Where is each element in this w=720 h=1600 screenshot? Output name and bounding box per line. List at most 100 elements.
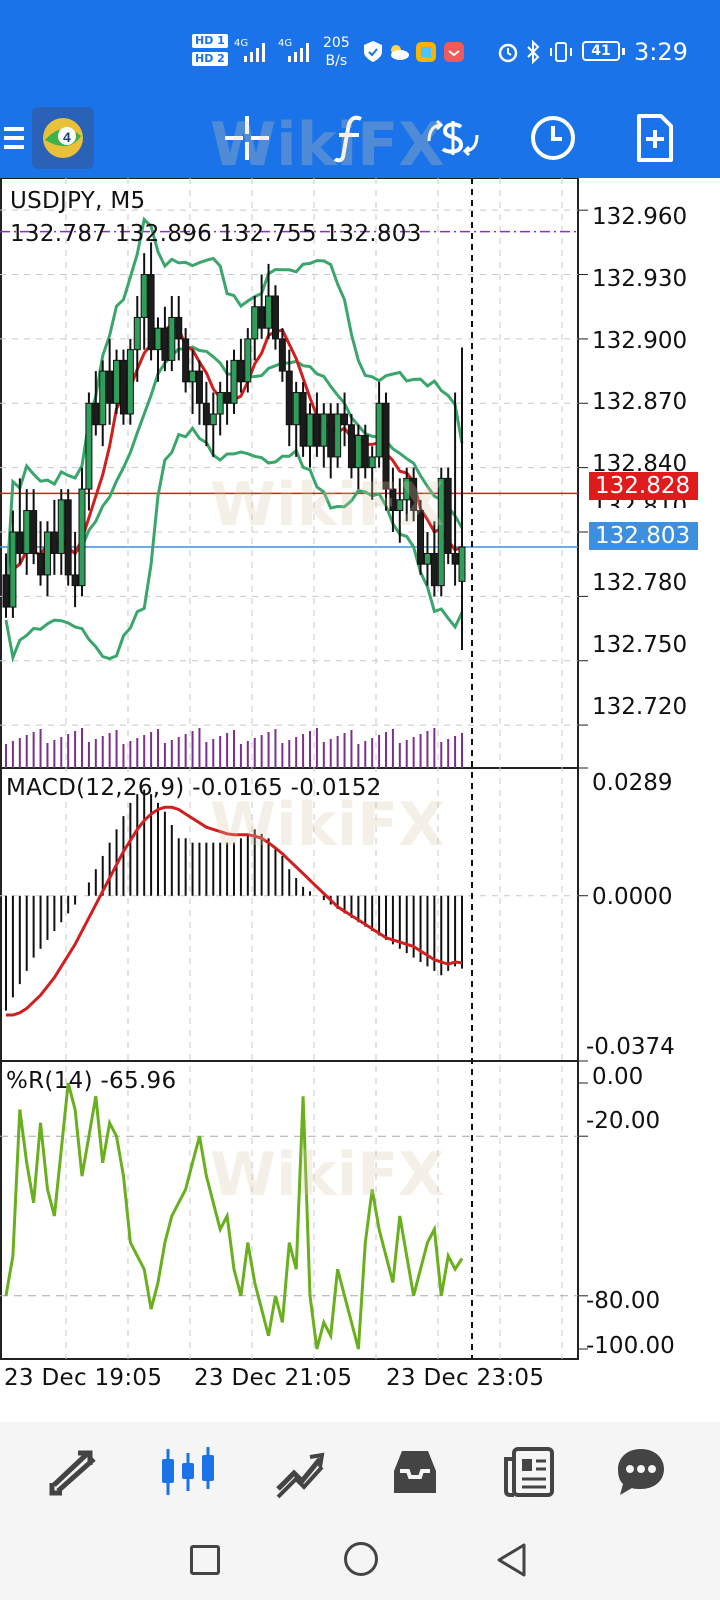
sim-indicators: HD 1 HD 2 [192, 34, 228, 66]
candle-body [189, 370, 197, 383]
app-notification-icon [416, 42, 436, 62]
back-icon[interactable] [494, 1542, 528, 1578]
candle-body [16, 531, 24, 554]
wpr-axis-label: 0.00 [592, 1064, 644, 1090]
ohlc-label: 132.787 132.896 132.755 132.803 [10, 221, 422, 247]
app-notification-icon [444, 42, 464, 62]
candle-body [154, 327, 162, 351]
ask-price-tag: 132.803 [589, 522, 698, 550]
candle-body [71, 574, 79, 587]
vibrate-icon [550, 42, 572, 62]
menu-icon[interactable] [0, 105, 30, 171]
chart-area[interactable]: USDJPY, M5 132.787 132.896 132.755 132.8… [0, 178, 720, 1398]
app-logo-icon[interactable]: 4 [30, 105, 96, 171]
trade-icon[interactable] [420, 105, 486, 171]
candle-body [64, 499, 72, 576]
candle-body [430, 552, 438, 587]
candle-body [320, 413, 328, 447]
wpr-axis-label: -20.00 [586, 1108, 661, 1134]
macd-signal-line [6, 805, 463, 1017]
candle-body [265, 295, 273, 329]
shield-icon [364, 41, 382, 62]
candle-body [113, 359, 121, 404]
candle-body [382, 402, 390, 490]
time-axis-label: 23 Dec 19:05 [4, 1365, 163, 1391]
macd-axis-label: 0.0289 [592, 770, 673, 796]
candle-body [126, 349, 134, 415]
candle-body [202, 402, 210, 426]
candle-body [43, 531, 51, 576]
bottom-navigation [0, 1422, 720, 1522]
bollinger-upper [4, 216, 464, 595]
candle-body [417, 510, 425, 565]
wpr-line [4, 1082, 464, 1350]
home-icon[interactable] [344, 1542, 378, 1576]
candle-body [403, 477, 411, 501]
time-axis-label: 23 Dec 21:05 [194, 1365, 353, 1391]
candle-body [354, 434, 362, 469]
candle-body [396, 499, 404, 512]
svg-text:4: 4 [63, 129, 71, 145]
alarm-icon [498, 43, 518, 63]
candle-body [423, 552, 431, 565]
chart-icon[interactable] [153, 1440, 223, 1504]
clock-icon[interactable] [520, 105, 586, 171]
macd-axis-label: 0.0000 [592, 884, 673, 910]
candle-body [85, 402, 93, 490]
function-icon[interactable] [318, 105, 384, 171]
wpr-label: %R(14) -65.96 [6, 1068, 177, 1094]
candle-body [410, 477, 418, 512]
candle-body [209, 413, 217, 426]
candle-body [458, 546, 466, 582]
candle-body [223, 392, 231, 404]
candle-body [313, 413, 321, 447]
candle-body [347, 424, 355, 469]
price-axis-label: 132.900 [592, 328, 688, 354]
candle-body [119, 359, 127, 415]
candle-body [258, 306, 266, 329]
candle-body [2, 574, 10, 608]
candle-body [175, 316, 183, 340]
price-axis-label: 132.930 [592, 266, 688, 292]
candle-body [237, 359, 245, 383]
chart-canvas[interactable] [0, 178, 720, 1398]
candle-body [23, 510, 31, 554]
speed-value: 205 [323, 35, 350, 51]
top-toolbar [0, 100, 720, 178]
inbox-icon[interactable] [380, 1440, 450, 1504]
candle-body [361, 434, 369, 469]
price-axis-label: 132.870 [592, 389, 688, 415]
recents-icon[interactable] [190, 1545, 220, 1575]
price-axis-label: 132.960 [592, 204, 688, 230]
candle-body [99, 370, 107, 426]
quotes-icon[interactable] [40, 1440, 110, 1504]
candle-body [106, 370, 114, 404]
candle-body [368, 456, 376, 469]
add-document-icon[interactable] [622, 105, 688, 171]
trade-chart-icon[interactable] [266, 1440, 336, 1504]
candle-body [161, 327, 169, 361]
battery-tip [622, 48, 625, 55]
sim1-badge: HD 1 [192, 34, 228, 48]
candle-body [251, 306, 259, 340]
candle-body [278, 338, 286, 372]
clock-time: 3:29 [634, 38, 688, 66]
candle-body [341, 413, 349, 426]
price-axis-label: 132.780 [592, 570, 688, 596]
candle-body [299, 392, 307, 447]
time-axis-label: 23 Dec 23:05 [386, 1365, 545, 1391]
crosshair-icon[interactable] [214, 105, 280, 171]
speed-unit: B/s [325, 53, 348, 69]
chat-icon[interactable] [606, 1440, 676, 1504]
candle-body [244, 338, 252, 383]
weather-icon [391, 45, 409, 60]
signal-icon [244, 43, 265, 62]
candle-body [292, 392, 300, 426]
price-axis-label: 132.750 [592, 632, 688, 658]
candle-body [50, 531, 58, 554]
candle-body [389, 488, 397, 512]
bluetooth-icon [527, 40, 540, 64]
news-icon[interactable] [494, 1440, 564, 1504]
candle-body [230, 359, 238, 404]
candle-body [92, 402, 100, 426]
